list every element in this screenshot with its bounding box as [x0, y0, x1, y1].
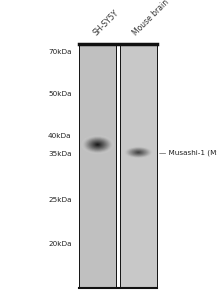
Ellipse shape [81, 135, 114, 154]
Ellipse shape [94, 143, 101, 146]
Ellipse shape [132, 150, 145, 155]
Ellipse shape [87, 138, 108, 151]
Ellipse shape [90, 140, 105, 149]
Text: — Musashi-1 (MSI1): — Musashi-1 (MSI1) [159, 149, 217, 156]
Ellipse shape [82, 136, 113, 154]
Ellipse shape [130, 149, 146, 156]
Ellipse shape [94, 142, 102, 147]
Text: 70kDa: 70kDa [48, 50, 72, 56]
Ellipse shape [131, 149, 146, 155]
Ellipse shape [133, 150, 143, 155]
Ellipse shape [128, 148, 149, 157]
Ellipse shape [127, 148, 150, 157]
Text: 25kDa: 25kDa [48, 196, 72, 202]
Text: 50kDa: 50kDa [48, 92, 72, 98]
Ellipse shape [89, 140, 106, 149]
Ellipse shape [97, 144, 99, 145]
Ellipse shape [136, 152, 140, 153]
Ellipse shape [126, 147, 151, 158]
Ellipse shape [129, 148, 148, 156]
Ellipse shape [95, 143, 100, 146]
Ellipse shape [124, 146, 153, 158]
Text: 40kDa: 40kDa [48, 134, 72, 140]
Bar [79, 44, 116, 288]
Ellipse shape [135, 151, 141, 154]
Ellipse shape [92, 141, 103, 148]
Text: 35kDa: 35kDa [48, 151, 72, 157]
Ellipse shape [84, 136, 112, 153]
Ellipse shape [124, 146, 153, 158]
Ellipse shape [88, 139, 107, 150]
Ellipse shape [133, 150, 144, 155]
Ellipse shape [91, 141, 104, 148]
Ellipse shape [95, 143, 100, 146]
Ellipse shape [93, 142, 103, 148]
Ellipse shape [93, 142, 102, 147]
Ellipse shape [128, 148, 149, 157]
Ellipse shape [130, 149, 147, 156]
Ellipse shape [89, 140, 107, 150]
Text: 20kDa: 20kDa [48, 242, 72, 248]
Ellipse shape [134, 151, 143, 154]
Ellipse shape [92, 141, 104, 148]
Ellipse shape [137, 152, 140, 153]
Ellipse shape [127, 148, 150, 157]
Ellipse shape [132, 150, 145, 155]
Ellipse shape [85, 137, 110, 152]
Text: Mouse brain: Mouse brain [132, 0, 171, 38]
Ellipse shape [138, 152, 139, 153]
Ellipse shape [97, 144, 98, 145]
Text: SH-SY5Y: SH-SY5Y [91, 8, 120, 38]
Ellipse shape [82, 136, 113, 153]
Ellipse shape [83, 136, 112, 153]
Ellipse shape [136, 151, 141, 154]
Ellipse shape [81, 135, 115, 155]
Ellipse shape [134, 151, 143, 154]
Ellipse shape [86, 138, 109, 151]
Ellipse shape [96, 144, 99, 146]
Ellipse shape [131, 149, 146, 155]
Ellipse shape [90, 140, 105, 149]
Ellipse shape [137, 152, 140, 153]
Ellipse shape [135, 151, 142, 154]
Ellipse shape [125, 147, 152, 158]
Ellipse shape [123, 146, 154, 159]
Ellipse shape [129, 148, 148, 156]
Ellipse shape [85, 137, 110, 152]
Bar [120, 44, 157, 288]
Ellipse shape [125, 147, 152, 158]
Ellipse shape [88, 139, 108, 150]
Ellipse shape [86, 138, 109, 152]
Ellipse shape [126, 147, 151, 158]
Ellipse shape [84, 137, 111, 152]
